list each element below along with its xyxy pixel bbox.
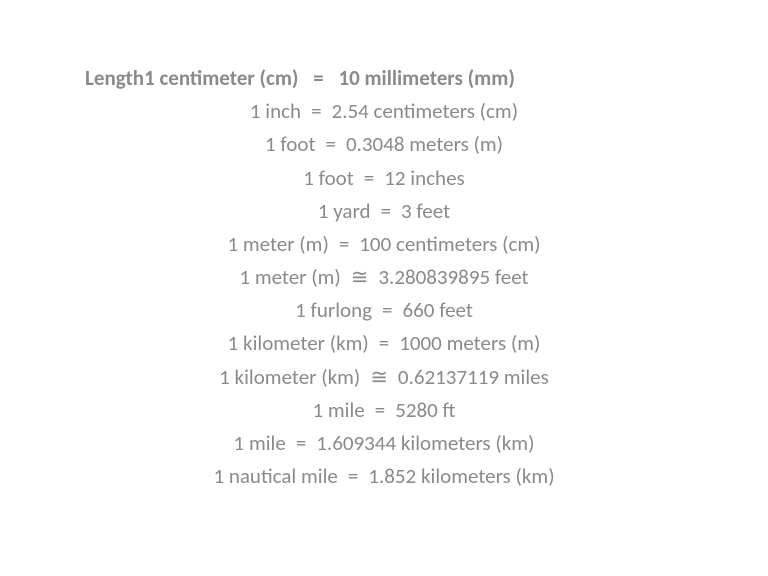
row-operator: = (286, 427, 316, 460)
row-right: 2.54 centimeters (cm) (332, 95, 519, 128)
row-left: 1 kilometer (km) (228, 327, 369, 360)
conversion-row: 1 meter (m)=100 centimeters (cm) (40, 228, 728, 261)
conversion-row: 1 yard=3 feet (40, 195, 728, 228)
header-right: 10 millimeters (mm) (338, 62, 514, 95)
row-right: 100 centimeters (cm) (359, 228, 540, 261)
row-left: 1 mile (313, 394, 365, 427)
row-operator: = (354, 162, 384, 195)
row-right: 1.609344 kilometers (km) (316, 427, 534, 460)
conversion-row: 1 furlong=660 feet (40, 294, 728, 327)
conversion-row: 1 inch=2.54 centimeters (cm) (40, 95, 728, 128)
conversion-row: 1 foot=0.3048 meters (m) (40, 128, 728, 161)
row-left: 1 furlong (295, 294, 372, 327)
row-operator: = (369, 327, 399, 360)
row-right: 0.3048 meters (m) (346, 128, 503, 161)
conversion-row: 1 kilometer (km)≅0.62137119 miles (40, 361, 728, 394)
rows-container: 1 inch=2.54 centimeters (cm)1 foot=0.304… (40, 95, 728, 493)
conversion-row: 1 kilometer (km)=1000 meters (m) (40, 327, 728, 360)
row-right: 660 feet (403, 294, 473, 327)
row-right: 3.280839895 feet (378, 261, 528, 294)
conversion-row: 1 mile=1.609344 kilometers (km) (40, 427, 728, 460)
row-right: 3 feet (401, 195, 450, 228)
row-operator: = (365, 394, 395, 427)
row-left: 1 mile (234, 427, 286, 460)
row-left: 1 meter (m) (239, 261, 340, 294)
row-left: 1 foot (265, 128, 316, 161)
row-operator: = (329, 228, 359, 261)
conversion-row: 1 meter (m)≅3.280839895 feet (40, 261, 728, 294)
row-operator: = (301, 95, 331, 128)
header-left: Length1 centimeter (cm) (85, 62, 298, 95)
header-op: = (303, 62, 333, 95)
row-left: 1 nautical mile (213, 460, 337, 493)
conversion-row: 1 nautical mile=1.852 kilometers (km) (40, 460, 728, 493)
header-row: Length1 centimeter (cm) = 10 millimeters… (40, 62, 728, 95)
row-right: 0.62137119 miles (398, 361, 549, 394)
row-operator: = (316, 128, 346, 161)
row-left: 1 inch (250, 95, 301, 128)
conversion-table: Length1 centimeter (cm) = 10 millimeters… (40, 62, 728, 493)
row-operator: = (372, 294, 402, 327)
row-operator: ≅ (341, 261, 379, 294)
row-left: 1 foot (303, 162, 354, 195)
row-right: 12 inches (384, 162, 464, 195)
row-left: 1 kilometer (km) (219, 361, 360, 394)
row-right: 1.852 kilometers (km) (368, 460, 554, 493)
row-left: 1 yard (318, 195, 371, 228)
row-left: 1 meter (m) (227, 228, 328, 261)
row-right: 1000 meters (m) (399, 327, 540, 360)
row-right: 5280 ft (395, 394, 455, 427)
conversion-row: 1 mile=5280 ft (40, 394, 728, 427)
row-operator: ≅ (360, 361, 398, 394)
conversion-row: 1 foot=12 inches (40, 162, 728, 195)
row-operator: = (338, 460, 368, 493)
row-operator: = (371, 195, 401, 228)
